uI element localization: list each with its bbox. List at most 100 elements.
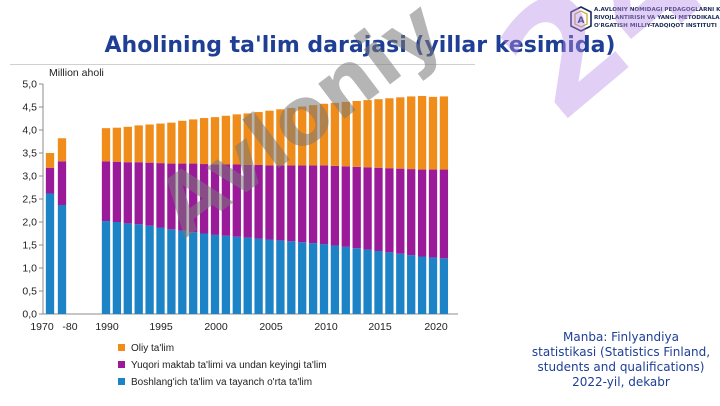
bar-1980-series-2 bbox=[57, 161, 67, 205]
bar-1994-series-2 bbox=[145, 162, 154, 226]
y-tick-label: 0,5 bbox=[22, 286, 37, 298]
x-tick-label: -80 bbox=[62, 321, 77, 333]
svg-text:A: A bbox=[578, 16, 585, 26]
bar-2019-series-2 bbox=[417, 169, 427, 257]
bar-2003-series-3 bbox=[243, 113, 252, 165]
bar-2013-series-1 bbox=[352, 248, 361, 314]
bar-2004-series-2 bbox=[254, 164, 263, 239]
bar-2007-series-3 bbox=[287, 107, 296, 166]
bar-2005-series-2 bbox=[265, 165, 274, 240]
bar-1995-series-1 bbox=[156, 227, 165, 314]
bar-1993-series-1 bbox=[134, 224, 143, 314]
bar-2010-series-1 bbox=[319, 244, 329, 314]
y-tick-label: 4,0 bbox=[22, 125, 37, 137]
bar-2012-series-3 bbox=[341, 101, 350, 167]
bar-2021-series-3 bbox=[439, 96, 449, 170]
bar-2014-series-3 bbox=[363, 100, 372, 168]
bar-2015-series-3 bbox=[374, 99, 383, 168]
bar-2001-series-2 bbox=[221, 164, 231, 236]
page-title: Aholining ta'lim darajasi (yillar kesimi… bbox=[104, 33, 616, 58]
institute-name-line-3: O'RGATISH MILLIY-TADQIQOT INSTITUTI bbox=[594, 23, 717, 29]
bar-2011-series-3 bbox=[330, 102, 340, 166]
x-tick-label: 2000 bbox=[204, 321, 228, 333]
bar-2002-series-2 bbox=[232, 164, 241, 237]
bar-2006-series-1 bbox=[276, 240, 285, 314]
institute-emblem-icon: A bbox=[570, 6, 592, 32]
bar-2017-series-3 bbox=[396, 97, 405, 169]
bar-2021-series-1 bbox=[439, 258, 449, 314]
x-tick-label: 1995 bbox=[149, 321, 173, 333]
x-tick-label: 1990 bbox=[95, 321, 119, 333]
title-divider bbox=[10, 64, 475, 65]
bar-2009-series-3 bbox=[308, 105, 318, 166]
bar-1991-series-1 bbox=[112, 222, 122, 314]
bar-2012-series-2 bbox=[341, 166, 350, 247]
bar-2007-series-2 bbox=[287, 165, 296, 242]
watermark-corner-text: 24 bbox=[470, 0, 720, 154]
bar-2000-series-1 bbox=[210, 234, 220, 314]
bar-1990-series-2 bbox=[101, 161, 111, 222]
bar-1992-series-1 bbox=[123, 223, 132, 314]
bar-2002-series-3 bbox=[232, 114, 241, 165]
legend-label-1: Oliy ta'lim bbox=[131, 343, 174, 354]
bar-1991-series-3 bbox=[112, 127, 122, 162]
bar-2009-series-2 bbox=[308, 165, 318, 244]
bar-2003-series-1 bbox=[243, 237, 252, 314]
institute-name-line-2: RIVOJLANTIRISH VA YANGI METODIKALARGA bbox=[594, 15, 720, 21]
bar-1993-series-3 bbox=[134, 125, 143, 163]
source-note: Manba: Finlyandiya statistikasi (Statist… bbox=[531, 330, 711, 389]
x-tick-label: 2005 bbox=[259, 321, 283, 333]
y-tick-label: 1,5 bbox=[22, 240, 37, 252]
bar-2021-series-2 bbox=[439, 169, 449, 259]
bar-2017-series-1 bbox=[396, 253, 405, 314]
bar-2000-series-2 bbox=[210, 164, 220, 235]
bar-2020-series-2 bbox=[428, 169, 438, 258]
bar-2018-series-3 bbox=[407, 96, 416, 170]
y-tick-label: 5,0 bbox=[22, 79, 37, 91]
legend-swatch-1 bbox=[118, 344, 125, 351]
bar-2018-series-2 bbox=[407, 169, 416, 256]
bar-1997-series-2 bbox=[178, 163, 187, 231]
bar-1992-series-3 bbox=[123, 126, 132, 163]
bar-1990-series-3 bbox=[101, 128, 111, 162]
bar-1995-series-2 bbox=[156, 163, 165, 228]
bar-2019-series-1 bbox=[417, 256, 427, 314]
bar-1994-series-1 bbox=[145, 225, 154, 314]
bar-1999-series-1 bbox=[199, 233, 209, 314]
institute-logo: A A.AVLONIY NOMIDAGI PEDAGOGLARNI KASBIY… bbox=[570, 4, 720, 38]
bar-1992-series-2 bbox=[123, 162, 132, 224]
bar-2013-series-3 bbox=[352, 101, 361, 167]
bar-2003-series-2 bbox=[243, 164, 252, 238]
institute-name: A.AVLONIY NOMIDAGI PEDAGOGLARNI KASBIY R… bbox=[594, 6, 720, 30]
bar-2004-series-1 bbox=[254, 238, 263, 314]
y-tick-label: 0,0 bbox=[22, 309, 37, 321]
y-tick-label: 3,0 bbox=[22, 171, 37, 183]
y-tick-label: 1,0 bbox=[22, 263, 37, 275]
bar-2004-series-3 bbox=[254, 112, 263, 165]
bar-2016-series-3 bbox=[385, 98, 394, 169]
bar-2015-series-1 bbox=[374, 250, 383, 314]
bar-2012-series-1 bbox=[341, 246, 350, 314]
x-tick-label: 2010 bbox=[314, 321, 338, 333]
bar-1998-series-2 bbox=[189, 163, 198, 233]
bar-2016-series-1 bbox=[385, 252, 394, 314]
bar-2016-series-2 bbox=[385, 168, 394, 253]
y-tick-label: 3,5 bbox=[22, 148, 37, 160]
bar-1991-series-2 bbox=[112, 161, 122, 222]
bar-2000-series-3 bbox=[210, 117, 220, 165]
bar-2006-series-2 bbox=[276, 165, 285, 241]
bar-2008-series-3 bbox=[298, 106, 307, 166]
bar-1995-series-3 bbox=[156, 123, 165, 164]
bar-2018-series-1 bbox=[407, 255, 416, 314]
bar-2009-series-1 bbox=[308, 243, 318, 314]
bar-1990-series-1 bbox=[101, 221, 111, 314]
bar-2008-series-2 bbox=[298, 165, 307, 243]
bar-2002-series-1 bbox=[232, 236, 241, 314]
bar-2011-series-1 bbox=[330, 245, 340, 314]
legend-swatch-3 bbox=[118, 378, 125, 385]
bar-1998-series-3 bbox=[189, 119, 198, 164]
bar-1994-series-3 bbox=[145, 124, 154, 163]
bar-2020-series-3 bbox=[428, 96, 438, 170]
bar-2008-series-1 bbox=[298, 242, 307, 314]
bar-1997-series-1 bbox=[178, 230, 187, 314]
